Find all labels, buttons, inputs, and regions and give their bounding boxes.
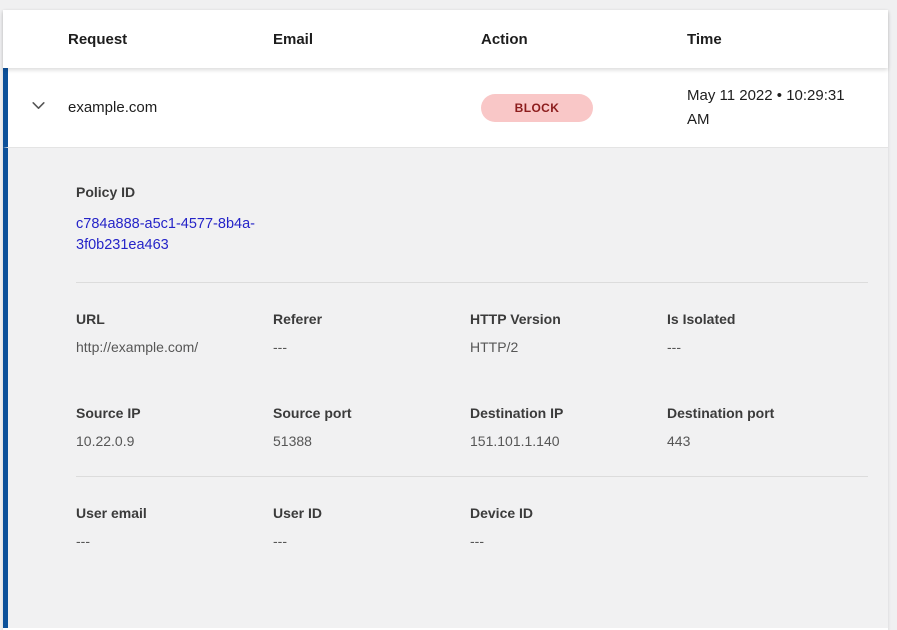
action-cell: BLOCK: [481, 93, 687, 122]
column-header-time: Time: [687, 30, 722, 48]
field-value: 51388: [273, 433, 312, 449]
expand-row-button[interactable]: [8, 68, 68, 147]
field-value: ---: [273, 533, 287, 549]
field-label: User ID: [273, 505, 323, 521]
field-source-ip: Source IP 10.22.0.9: [76, 405, 273, 449]
policy-id-link[interactable]: c784a888-a5c1-4577-8b4a-3f0b231ea463: [76, 216, 255, 253]
details-row-http: URL http://example.com/ Referer --- HTTP…: [76, 311, 888, 355]
field-value: http://example.com/: [76, 339, 199, 355]
policy-id-label: Policy ID: [76, 184, 136, 200]
field-label: Is Isolated: [667, 311, 736, 327]
column-header-request: Request: [68, 30, 128, 48]
logs-table-card: Request Email Action Time example.com BL…: [3, 10, 888, 630]
details-row-network: Source IP 10.22.0.9 Source port 51388 De…: [76, 405, 888, 449]
field-label: Source port: [273, 405, 352, 421]
field-value: 151.101.1.140: [470, 433, 560, 449]
field-url: URL http://example.com/: [76, 311, 273, 355]
field-label: URL: [76, 311, 105, 327]
field-empty: [667, 505, 888, 549]
block-status-badge: BLOCK: [481, 93, 593, 122]
table-header: Request Email Action Time: [3, 10, 888, 68]
field-device-id: Device ID ---: [470, 505, 667, 549]
field-label: Referer: [273, 311, 323, 327]
field-value: 443: [667, 433, 691, 449]
field-value: ---: [76, 533, 90, 549]
field-user-email: User email ---: [76, 505, 273, 549]
field-destination-ip: Destination IP 151.101.1.140: [470, 405, 667, 449]
field-referer: Referer ---: [273, 311, 470, 355]
field-label: Source IP: [76, 405, 141, 421]
field-is-isolated: Is Isolated ---: [667, 311, 888, 355]
row-details-panel: Policy ID c784a888-a5c1-4577-8b4a-3f0b23…: [3, 148, 888, 628]
column-header-email: Email: [273, 30, 314, 48]
field-source-port: Source port 51388: [273, 405, 470, 449]
divider: [76, 282, 868, 283]
field-label: Destination port: [667, 405, 775, 421]
field-value: HTTP/2: [470, 339, 519, 355]
column-header-action: Action: [481, 30, 528, 48]
field-value: 10.22.0.9: [76, 433, 135, 449]
field-http-version: HTTP Version HTTP/2: [470, 311, 667, 355]
log-row-expanded[interactable]: example.com BLOCK May 11 2022 • 10:29:31…: [3, 68, 888, 148]
field-policy-id: Policy ID c784a888-a5c1-4577-8b4a-3f0b23…: [76, 184, 888, 256]
details-row-user: User email --- User ID --- Device ID ---: [76, 505, 888, 549]
field-label: HTTP Version: [470, 311, 561, 327]
field-user-id: User ID ---: [273, 505, 470, 549]
request-cell: example.com: [68, 99, 158, 116]
field-label: User email: [76, 505, 147, 521]
field-value: ---: [470, 533, 484, 549]
field-value: ---: [667, 339, 681, 355]
field-label: Device ID: [470, 505, 534, 521]
chevron-down-icon: [30, 97, 47, 119]
field-value: ---: [273, 339, 287, 355]
time-cell: May 11 2022 • 10:29:31 AM: [687, 86, 845, 128]
field-destination-port: Destination port 443: [667, 405, 888, 449]
field-label: Destination IP: [470, 405, 564, 421]
divider: [76, 476, 868, 477]
